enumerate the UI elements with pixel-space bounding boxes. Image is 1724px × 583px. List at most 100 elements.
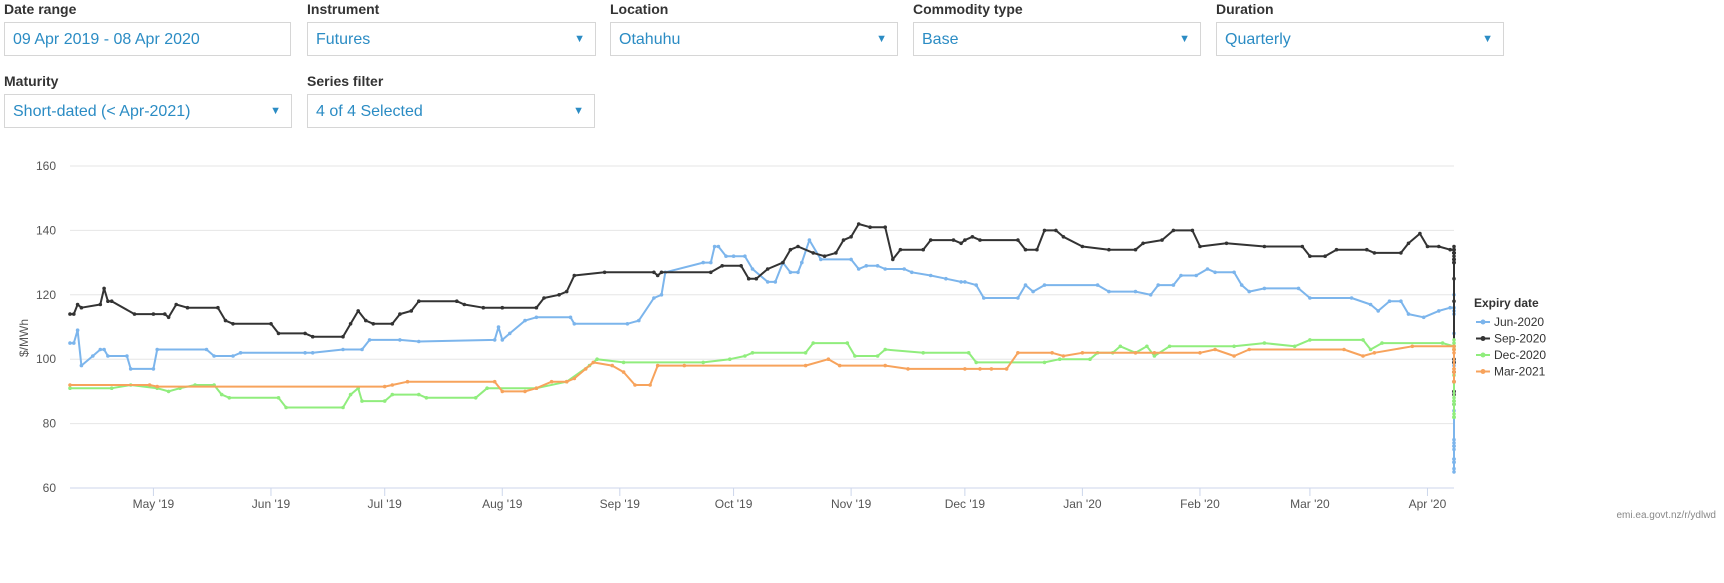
- data-point: [1194, 273, 1198, 278]
- data-point: [959, 280, 963, 284]
- data-point: [1368, 302, 1373, 307]
- commodity-type-select[interactable]: Base ▼: [913, 22, 1201, 56]
- data-point: [709, 270, 713, 275]
- legend-label: Dec-2020: [1494, 348, 1546, 362]
- data-point: [155, 347, 159, 352]
- data-point: [1440, 341, 1445, 345]
- credit-text: emi.ea.govt.nz/r/ydlwd: [1617, 510, 1717, 521]
- data-point: [621, 370, 626, 374]
- data-point: [1452, 379, 1456, 384]
- data-point: [1152, 351, 1157, 355]
- data-point: [382, 384, 387, 389]
- location-select[interactable]: Otahuhu ▼: [610, 22, 898, 56]
- data-point: [765, 267, 770, 271]
- legend-item-jun-2020[interactable]: Jun-2020: [1476, 315, 1544, 329]
- date-range-input[interactable]: 09 Apr 2019 - 08 Apr 2020: [4, 22, 291, 56]
- line-chart: 60 80 100 120 140 160 May '19 Jun '19 Jul '19 Au…: [17, 159, 1717, 521]
- data-point: [1452, 466, 1456, 471]
- data-point: [754, 276, 759, 281]
- data-point: [1300, 244, 1305, 249]
- data-point: [906, 367, 910, 371]
- data-point: [800, 260, 804, 265]
- data-point: [390, 383, 395, 387]
- data-point: [811, 341, 815, 345]
- data-point: [1452, 470, 1456, 474]
- data-point: [151, 367, 156, 371]
- data-point: [1057, 357, 1062, 361]
- data-point: [625, 322, 630, 326]
- data-point: [1452, 437, 1456, 442]
- data-point: [746, 276, 751, 281]
- commodity-type-value: Base: [922, 31, 959, 48]
- data-point: [1061, 354, 1066, 358]
- data-point: [963, 280, 967, 284]
- data-point: [1452, 251, 1456, 255]
- data-point: [1167, 344, 1172, 349]
- data-point: [1308, 338, 1312, 342]
- data-point: [1452, 402, 1456, 407]
- data-point: [1452, 257, 1456, 262]
- data-point: [1042, 228, 1047, 233]
- data-point: [1452, 444, 1456, 448]
- data-point: [68, 312, 72, 316]
- data-point: [1133, 289, 1138, 294]
- instrument-filter: Instrument Futures ▼: [307, 0, 596, 56]
- data-point: [492, 379, 497, 384]
- data-point: [822, 254, 827, 258]
- data-point: [1296, 286, 1301, 291]
- data-point: [417, 339, 421, 344]
- data-point: [276, 396, 281, 400]
- data-point: [102, 347, 106, 352]
- data-point: [398, 312, 402, 316]
- data-point: [928, 238, 933, 242]
- data-point: [1080, 244, 1085, 249]
- data-point: [98, 347, 103, 352]
- data-point: [1035, 247, 1039, 252]
- data-point: [974, 283, 978, 287]
- data-point: [1061, 235, 1066, 239]
- data-point: [1141, 241, 1145, 246]
- data-point: [982, 296, 986, 300]
- data-point: [963, 367, 967, 371]
- data-point: [1452, 247, 1456, 252]
- data-point: [405, 379, 410, 384]
- series-line: [70, 239, 1455, 473]
- series-filter-select[interactable]: 4 of 4 Selected ▼: [307, 94, 595, 128]
- duration-select[interactable]: Quarterly ▼: [1216, 22, 1504, 56]
- data-point: [1016, 296, 1020, 300]
- series-filter-value: 4 of 4 Selected: [316, 103, 423, 120]
- instrument-select[interactable]: Futures ▼: [307, 22, 596, 56]
- data-point: [845, 341, 850, 345]
- data-point: [185, 305, 190, 310]
- legend-item-sep-2020[interactable]: Sep-2020: [1476, 332, 1546, 346]
- data-point: [1452, 276, 1456, 281]
- legend-item-mar-2021[interactable]: Mar-2021: [1476, 365, 1546, 379]
- data-point: [1232, 354, 1236, 358]
- data-point: [79, 363, 84, 368]
- data-point: [231, 354, 235, 358]
- data-point: [1016, 238, 1020, 242]
- data-point: [856, 222, 861, 226]
- data-point: [826, 357, 831, 361]
- data-point: [853, 354, 857, 358]
- legend-label: Sep-2020: [1494, 332, 1546, 346]
- maturity-select[interactable]: Short-dated (< Apr-2021) ▼: [4, 94, 292, 128]
- legend-item-dec-2020[interactable]: Dec-2020: [1476, 348, 1546, 362]
- data-point: [898, 247, 903, 252]
- legend-marker: [1480, 369, 1486, 374]
- data-point: [595, 357, 599, 361]
- data-point: [849, 257, 853, 262]
- data-point: [75, 328, 80, 332]
- chart-grid: [70, 165, 1454, 489]
- data-point: [1452, 460, 1456, 465]
- data-point: [1452, 441, 1456, 445]
- data-point: [610, 363, 614, 368]
- data-point: [910, 270, 914, 275]
- data-point: [568, 315, 573, 320]
- data-point: [72, 341, 76, 345]
- instrument-label: Instrument: [307, 1, 380, 17]
- data-point: [659, 293, 664, 297]
- data-point: [591, 360, 596, 365]
- x-tick-label: Dec '19: [945, 497, 986, 511]
- data-point: [166, 315, 171, 320]
